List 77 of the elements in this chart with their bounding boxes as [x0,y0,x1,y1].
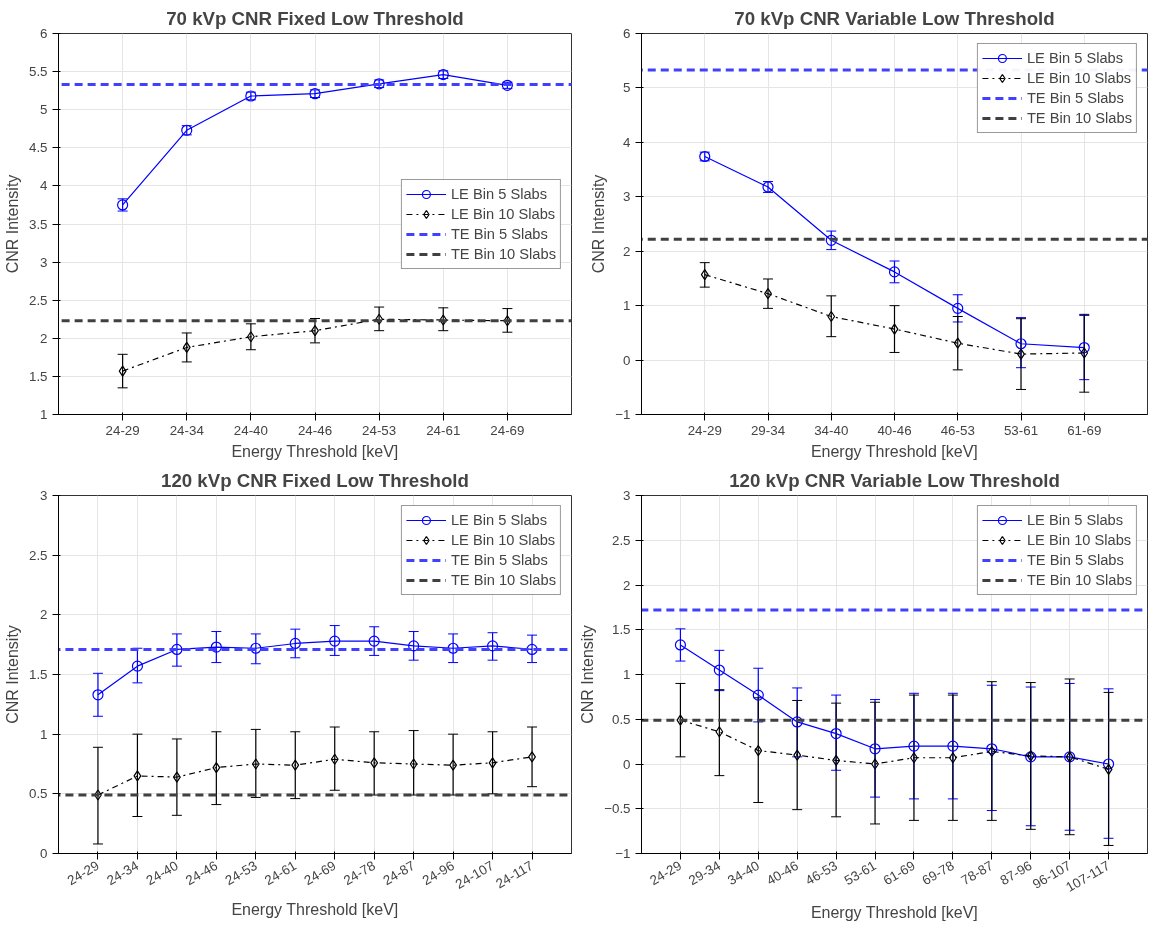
legend-label: LE Bin 10 Slabs [1026,70,1132,86]
y-tick-label: 6 [40,26,48,41]
y-tick-label: 0 [623,756,631,772]
x-axis-title: Energy Threshold [keV] [810,904,978,922]
legend-label: TE Bin 10 Slabs [1026,572,1132,588]
y-tick-label: 2 [623,243,631,259]
y-tick-label: 4.5 [28,140,48,156]
chart-title: 70 kVp CNR Variable Low Threshold [734,7,1055,29]
y-tick-label: 3.5 [28,216,48,232]
legend-label: TE Bin 5 Slabs [450,225,548,242]
x-tick-label: 24-53 [362,422,397,438]
y-tick-label: 5 [623,80,631,96]
x-axis-title: Energy Threshold [keV] [810,442,978,460]
y-tick-label: 3 [623,189,631,205]
y-tick-label: 4 [623,134,632,150]
x-axis-title: Energy Threshold [keV] [231,901,399,919]
chart-title: 120 kVp CNR Variable Low Threshold [729,469,1060,491]
legend-label: TE Bin 10 Slabs [450,245,556,262]
x-tick-label: 34-40 [814,422,849,438]
x-tick-label: 24-29 [687,422,722,438]
x-tick-label: 29-34 [750,422,786,438]
legend-label: LE Bin 5 Slabs [1026,50,1124,66]
y-tick-label: 0.5 [611,711,631,727]
y-axis-title: CNR Intensity [590,174,608,274]
y-tick-label: 0.5 [28,786,48,802]
y-axis-title: CNR Intensity [3,625,21,724]
legend-label: TE Bin 5 Slabs [1026,90,1124,106]
y-tick-label: 2.5 [28,547,48,563]
legend-label: TE Bin 10 Slabs [1026,110,1132,126]
legend-label: TE Bin 5 Slabs [1026,552,1124,568]
y-tick-label: 5 [40,102,48,118]
y-tick-label: 2 [40,607,48,623]
legend-label: LE Bin 10 Slabs [450,532,556,548]
x-tick-label: 53-61 [1003,422,1039,438]
x-tick-label: 40-46 [877,422,912,438]
y-tick-label: 1 [623,298,631,314]
y-tick-label: 1 [40,407,48,422]
x-tick-label: 46-53 [940,422,975,438]
legend-label: LE Bin 10 Slabs [450,205,556,222]
y-tick-label: 3 [40,488,48,503]
x-tick-label: 24-46 [297,422,333,438]
x-tick-label: 24-69 [490,422,525,438]
y-tick-label: −1 [615,407,631,422]
y-tick-label: 6 [623,26,631,41]
x-tick-label: 24-40 [233,422,268,438]
legend-label: LE Bin 5 Slabs [450,185,548,202]
chart-title: 120 kVp CNR Fixed Low Threshold [161,469,469,491]
y-tick-label: 5.5 [28,64,48,80]
y-tick-label: −0.5 [604,801,631,817]
y-tick-label: 0 [40,846,48,861]
legend-label: LE Bin 5 Slabs [1026,512,1124,528]
legend-label: LE Bin 5 Slabs [450,512,548,528]
y-axis-title: CNR Intensity [579,625,597,724]
x-axis-title: Energy Threshold [keV] [231,442,399,460]
x-tick-label: 24-34 [169,422,205,438]
x-tick-label: 24-61 [426,422,461,438]
y-tick-label: 1.5 [611,622,631,638]
legend-label: TE Bin 5 Slabs [450,552,548,568]
y-axis-title: CNR Intensity [3,174,21,274]
y-tick-label: 2.5 [611,532,631,548]
x-tick-label: 61-69 [1067,422,1102,438]
y-tick-label: 1 [40,726,48,742]
y-tick-label: 2.5 [28,292,48,308]
legend-label: TE Bin 10 Slabs [450,572,556,588]
y-tick-label: 0 [623,352,631,368]
y-tick-label: 1.5 [28,368,48,384]
y-tick-label: 3 [40,254,48,270]
y-tick-label: −1 [615,846,631,861]
y-tick-label: 4 [40,178,49,194]
y-tick-label: 3 [623,488,631,503]
y-tick-label: 1 [623,667,631,682]
legend-label: LE Bin 10 Slabs [1026,532,1132,548]
chart-title: 70 kVp CNR Fixed Low Threshold [166,7,464,29]
y-tick-label: 2 [40,330,48,346]
y-tick-label: 1.5 [28,667,48,682]
x-tick-label: 24-29 [105,422,140,438]
y-tick-label: 2 [623,577,631,593]
